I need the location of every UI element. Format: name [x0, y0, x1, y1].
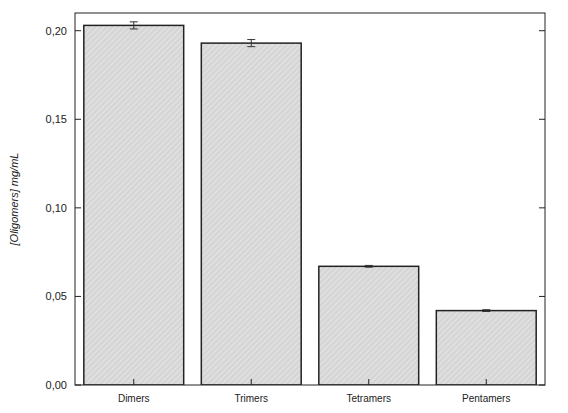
x-tick-label: Dimers [118, 393, 150, 404]
error-stem [133, 22, 134, 29]
y-tick [75, 207, 81, 208]
y-tick [75, 30, 81, 31]
x-tick [251, 379, 252, 385]
bar [201, 43, 301, 385]
bar [319, 266, 419, 385]
y-tick-label: 0,00 [46, 379, 67, 391]
x-tick [133, 379, 134, 385]
y-tick [75, 296, 81, 297]
error-cap [482, 311, 490, 312]
y-tick [539, 207, 545, 208]
error-cap [365, 267, 373, 268]
error-cap [482, 309, 490, 310]
x-tick-label: Trimers [234, 393, 268, 404]
y-axis-label: [Oligomers] mg/mL [8, 153, 20, 247]
error-bar [130, 22, 138, 29]
x-tick-label: Pentamers [462, 393, 510, 404]
x-tick-label: Tetramers [347, 393, 391, 404]
bar [84, 25, 184, 385]
error-stem [251, 40, 252, 47]
y-tick-label: 0,10 [46, 202, 67, 214]
plot-frame [75, 13, 545, 385]
y-tick-label: 0,15 [46, 113, 67, 125]
error-cap [130, 21, 138, 22]
x-tick [486, 379, 487, 385]
y-tick-label: 0,20 [46, 25, 67, 37]
error-cap [247, 39, 255, 40]
error-cap [365, 265, 373, 266]
y-tick [75, 119, 81, 120]
chart: 0,00 0,05 0,10 0,15 0,20 Dimers Trimers Tetrame… [0, 0, 568, 413]
y-tick [539, 30, 545, 31]
error-bar [365, 265, 373, 267]
y-tick [539, 119, 545, 120]
x-tick [368, 379, 369, 385]
bars [84, 22, 536, 385]
error-cap [130, 28, 138, 29]
y-tick [75, 385, 81, 386]
y-tick [539, 296, 545, 297]
bar [436, 311, 536, 385]
y-tick [539, 385, 545, 386]
error-bar [482, 310, 490, 312]
y-tick-label: 0,05 [46, 290, 67, 302]
error-cap [247, 46, 255, 47]
error-bar [247, 40, 255, 47]
